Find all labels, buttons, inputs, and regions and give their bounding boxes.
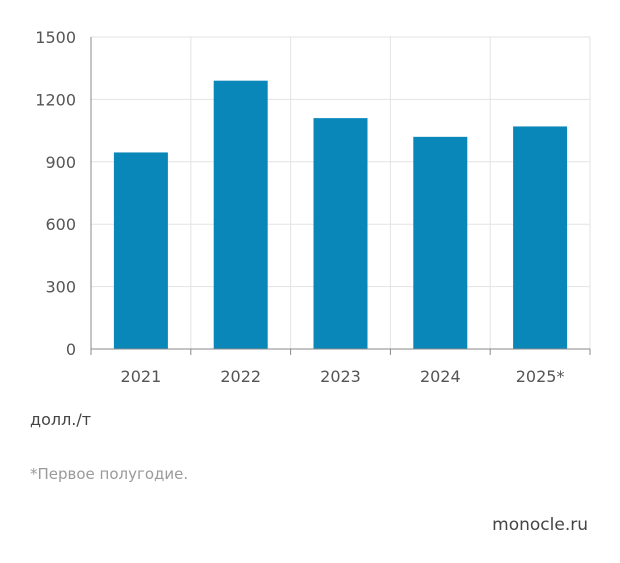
y-tick-label: 1200 — [35, 90, 76, 109]
x-tick-label: 2023 — [320, 367, 361, 386]
y-tick-label: 900 — [45, 153, 76, 172]
x-tick-label: 2022 — [220, 367, 261, 386]
bar — [113, 152, 168, 349]
y-tick-label: 0 — [66, 340, 76, 359]
source-label: monocle.ru — [492, 515, 588, 535]
x-tick-label: 2025* — [516, 367, 565, 386]
bar-chart: 0 300 600 900 1200 1500 2021 2022 2023 2024 2025* — [35, 28, 591, 386]
axes — [90, 37, 591, 355]
bars — [113, 80, 568, 350]
y-tick-label: 600 — [45, 215, 76, 234]
bar — [313, 118, 368, 350]
y-tick-labels: 0 300 600 900 1200 1500 — [35, 28, 76, 359]
x-tick-labels: 2021 2022 2023 2024 2025* — [121, 367, 565, 386]
y-unit-label: долл./т — [30, 410, 92, 429]
x-tick-label: 2024 — [420, 367, 461, 386]
y-tick-label: 1500 — [35, 28, 76, 47]
bar — [513, 126, 568, 349]
x-tick-label: 2021 — [121, 367, 162, 386]
bar — [213, 80, 268, 350]
bar — [413, 136, 468, 349]
grid-lines — [91, 36, 591, 349]
footnote: *Первое полугодие. — [30, 465, 189, 483]
y-tick-label: 300 — [45, 278, 76, 297]
